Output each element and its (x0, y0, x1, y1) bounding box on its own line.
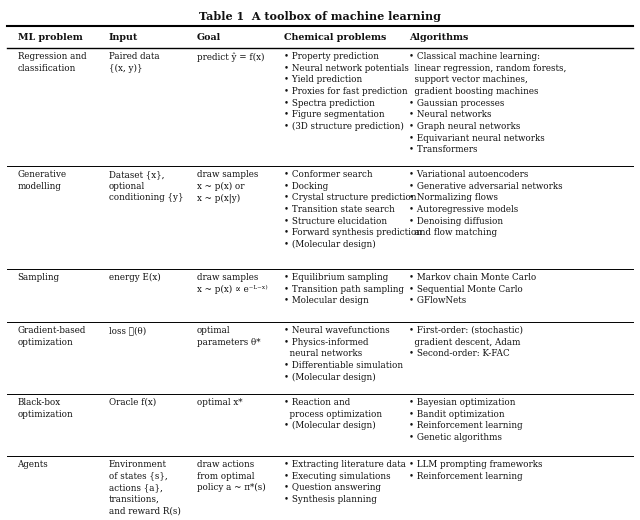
Text: Regression and
classification: Regression and classification (17, 52, 86, 73)
Text: • Extracting literature data
• Executing simulations
• Question answering
• Synt: • Extracting literature data • Executing… (284, 460, 406, 504)
Text: energy E(x): energy E(x) (109, 273, 161, 282)
Text: Table 1  A toolbox of machine learning: Table 1 A toolbox of machine learning (199, 11, 441, 22)
Text: Environment
of states {s},
actions {a},
transitions,
and reward R(s): Environment of states {s}, actions {a}, … (109, 460, 180, 516)
Text: • Equilibrium sampling
• Transition path sampling
• Molecular design: • Equilibrium sampling • Transition path… (284, 273, 404, 305)
Text: Input: Input (109, 32, 138, 42)
Text: • Neural wavefunctions
• Physics-informed
  neural networks
• Differentiable sim: • Neural wavefunctions • Physics-informe… (284, 326, 403, 382)
Text: draw actions
from optimal
policy a ~ π*(s): draw actions from optimal policy a ~ π*(… (196, 460, 266, 492)
Text: predict ŷ = f(x): predict ŷ = f(x) (196, 52, 264, 61)
Text: optimal
parameters θ*: optimal parameters θ* (196, 326, 260, 347)
Text: • Conformer search
• Docking
• Crystal structure prediction
• Transition state s: • Conformer search • Docking • Crystal s… (284, 170, 422, 249)
Text: Generative
modelling: Generative modelling (17, 170, 67, 191)
Text: • Variational autoencoders
• Generative adversarial networks
• Normalizing flows: • Variational autoencoders • Generative … (410, 170, 563, 237)
Text: Algorithms: Algorithms (410, 32, 468, 42)
Text: • Markov chain Monte Carlo
• Sequential Monte Carlo
• GFlowNets: • Markov chain Monte Carlo • Sequential … (410, 273, 536, 305)
Text: optimal x*: optimal x* (196, 398, 242, 407)
Text: • First-order: (stochastic)
  gradient descent, Adam
• Second-order: K-FAC: • First-order: (stochastic) gradient des… (410, 326, 524, 358)
Text: loss ℒ(θ): loss ℒ(θ) (109, 326, 146, 335)
Text: draw samples
x ~ p(x) ∝ e⁻ᴸ⁻ˣ⁾: draw samples x ~ p(x) ∝ e⁻ᴸ⁻ˣ⁾ (196, 273, 267, 294)
Text: Agents: Agents (17, 460, 48, 469)
Text: • LLM prompting frameworks
• Reinforcement learning: • LLM prompting frameworks • Reinforceme… (410, 460, 543, 480)
Text: ML problem: ML problem (17, 32, 83, 42)
Text: draw samples
x ~ p(x) or
x ~ p(x|y): draw samples x ~ p(x) or x ~ p(x|y) (196, 170, 258, 203)
Text: • Classical machine learning:
  linear regression, random forests,
  support vec: • Classical machine learning: linear reg… (410, 52, 567, 154)
Text: • Bayesian optimization
• Bandit optimization
• Reinforcement learning
• Genetic: • Bayesian optimization • Bandit optimiz… (410, 398, 523, 442)
Text: Dataset {x},
optional
conditioning {y}: Dataset {x}, optional conditioning {y} (109, 170, 184, 202)
Text: Goal: Goal (196, 32, 221, 42)
Text: Oracle f(x): Oracle f(x) (109, 398, 156, 407)
Text: Chemical problems: Chemical problems (284, 32, 387, 42)
Text: • Reaction and
  process optimization
• (Molecular design): • Reaction and process optimization • (M… (284, 398, 382, 431)
Text: Paired data
{(x, y)}: Paired data {(x, y)} (109, 52, 159, 73)
Text: Sampling: Sampling (17, 273, 60, 282)
Text: Black-box
optimization: Black-box optimization (17, 398, 73, 419)
Text: • Property prediction
• Neural network potentials
• Yield prediction
• Proxies f: • Property prediction • Neural network p… (284, 52, 409, 131)
Text: Gradient-based
optimization: Gradient-based optimization (17, 326, 86, 347)
